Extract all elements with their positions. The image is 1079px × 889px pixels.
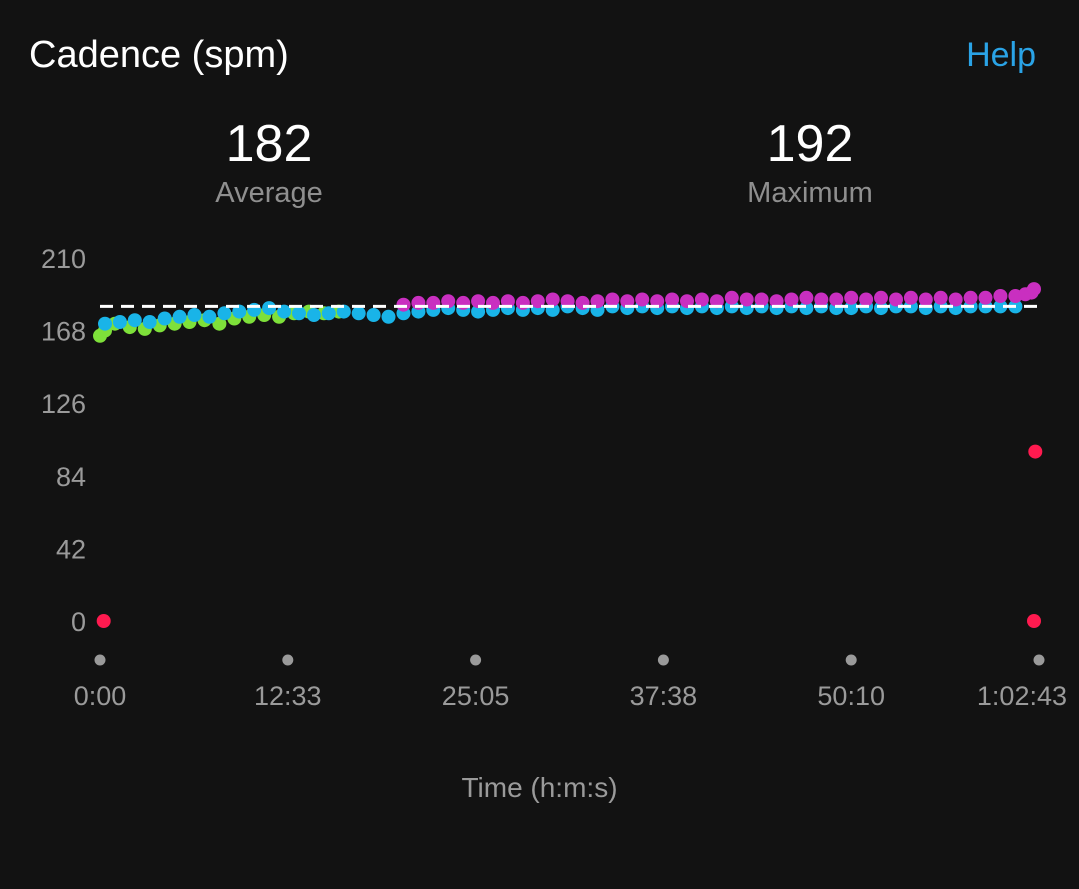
x-tick-label: 37:38 [630, 681, 698, 711]
data-point [814, 292, 829, 307]
y-tick-label: 168 [41, 317, 86, 347]
average-label: Average [215, 176, 323, 209]
data-point [889, 292, 903, 307]
data-point [127, 313, 142, 328]
data-point [844, 290, 859, 305]
data-point [635, 292, 650, 307]
data-point [530, 294, 545, 309]
data-point [321, 306, 336, 321]
data-point [844, 301, 859, 316]
data-point [978, 290, 993, 305]
data-point [859, 292, 874, 307]
data-point [933, 290, 948, 305]
x-tick-label: 12:33 [254, 681, 322, 711]
help-link[interactable]: Help [966, 36, 1036, 74]
y-tick-label: 84 [56, 462, 86, 492]
data-point [724, 290, 739, 305]
data-point [212, 316, 227, 331]
data-point [620, 294, 635, 309]
data-point [202, 309, 217, 324]
x-tick-dot [94, 654, 106, 666]
x-tick-label: 1:02:43 [977, 681, 1067, 711]
x-axis-ticks: 0:00 12:33 25:05 37:38 50:10 1:02:43 [74, 654, 1067, 711]
data-point [605, 292, 620, 307]
data-point [560, 294, 575, 309]
data-point [829, 292, 844, 307]
data-point [98, 316, 112, 331]
data-point [366, 308, 381, 322]
data-point [694, 292, 709, 307]
data-point [306, 308, 321, 322]
x-axis-label: Time (h:m:s) [461, 772, 618, 803]
maximum-stat: 192 Maximum [660, 115, 960, 210]
data-point [963, 290, 978, 305]
data-point [1027, 614, 1041, 628]
data-point [277, 304, 292, 319]
data-point [96, 614, 111, 628]
data-point [292, 306, 306, 321]
data-point [993, 289, 1008, 303]
data-point [874, 290, 888, 305]
data-point [545, 292, 560, 307]
average-stat: 182 Average [119, 115, 419, 210]
y-axis-ticks: 0 42 84 126 168 210 [41, 244, 86, 637]
data-point [874, 301, 888, 316]
data-point [769, 294, 784, 309]
x-tick-dot [657, 654, 669, 666]
data-point [500, 294, 515, 309]
data-point [336, 304, 351, 319]
data-point [396, 297, 411, 312]
data-point [739, 292, 754, 307]
data-point [784, 292, 799, 307]
x-tick-dot [845, 654, 857, 666]
x-tick-label: 25:05 [442, 681, 510, 711]
data-point [665, 292, 680, 307]
x-tick-label: 50:10 [817, 681, 885, 711]
x-tick-dot [282, 654, 294, 666]
data-point [1027, 282, 1041, 297]
data-point [217, 306, 232, 321]
data-point [590, 294, 605, 309]
y-tick-label: 126 [41, 389, 86, 419]
data-point [799, 290, 814, 305]
x-tick-dot [470, 654, 482, 666]
data-point [948, 292, 963, 307]
data-point [903, 290, 918, 305]
data-point [709, 294, 724, 309]
data-point [112, 315, 127, 329]
data-point [799, 301, 814, 316]
x-tick-label: 0:00 [74, 681, 127, 711]
average-value: 182 [225, 115, 313, 173]
data-point [471, 294, 486, 309]
data-point [680, 294, 694, 309]
data-point [993, 299, 1008, 314]
data-point [918, 292, 933, 307]
data-point [142, 315, 157, 329]
data-point [381, 309, 396, 324]
x-tick-dot [1033, 654, 1045, 666]
data-point [157, 311, 172, 326]
data-point [187, 308, 202, 322]
data-point [754, 292, 769, 307]
data-point [172, 309, 187, 324]
y-tick-label: 42 [56, 534, 86, 564]
data-point [232, 304, 247, 319]
maximum-value: 192 [766, 115, 854, 173]
data-point [441, 294, 456, 309]
y-tick-label: 210 [41, 244, 86, 274]
y-tick-label: 0 [71, 607, 86, 637]
data-points [93, 282, 1043, 628]
data-point [1028, 444, 1043, 459]
data-point [650, 294, 665, 309]
data-point [262, 301, 277, 316]
data-point [471, 304, 486, 319]
data-point [351, 306, 366, 321]
maximum-label: Maximum [747, 176, 873, 209]
page-title: Cadence (spm) [29, 34, 289, 76]
